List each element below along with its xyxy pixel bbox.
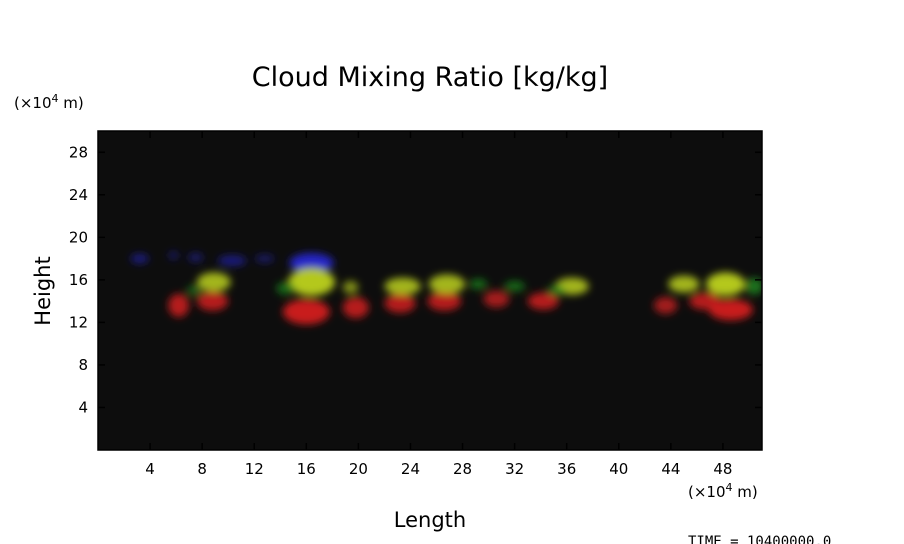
- cloud-feature-mid: [196, 272, 231, 292]
- cloud-feature-mid: [342, 280, 359, 294]
- x-tick-label: 28: [453, 460, 472, 478]
- cloud-feature-high: [130, 253, 149, 264]
- chart-title: Cloud Mixing Ratio [kg/kg]: [252, 62, 608, 93]
- cloud-feature-low: [196, 291, 229, 311]
- x-tick-label: 12: [245, 460, 264, 478]
- cloud-field: [130, 251, 762, 325]
- cloud-feature-high: [217, 255, 247, 267]
- y-axis-unit-prefix: (×10: [14, 94, 52, 112]
- cloud-feature-low: [384, 293, 416, 313]
- cloud-feature-low: [708, 299, 753, 321]
- cloud-feature-edge: [547, 285, 566, 296]
- y-axis-unit-exponent: 4: [52, 92, 59, 105]
- plot-frame: [97, 130, 763, 451]
- cloud-feature-high: [168, 251, 179, 260]
- y-tick-label: 4: [78, 398, 88, 416]
- cloud-feature-edge: [469, 278, 488, 290]
- cloud-feature-mid: [706, 272, 746, 296]
- x-tick-label: 16: [297, 460, 316, 478]
- cloud-feature-low: [483, 290, 510, 308]
- time-label: TIME = 10400000.0: [688, 534, 831, 544]
- x-tick-label: 4: [145, 460, 155, 478]
- cloud-feature-edge: [186, 285, 203, 296]
- cloud-feature-high: [187, 253, 204, 262]
- y-tick-label: 20: [69, 228, 88, 246]
- x-axis-label: Length: [394, 508, 466, 532]
- x-tick-label: 44: [661, 460, 680, 478]
- x-tick-label: 8: [197, 460, 207, 478]
- cloud-feature-low: [168, 293, 190, 318]
- cloud-feature-low: [427, 291, 462, 311]
- cloud-feature-edge: [276, 281, 295, 295]
- x-tick-label: 48: [713, 460, 732, 478]
- cloud-feature-mid: [384, 277, 421, 295]
- y-tick-label: 24: [69, 186, 88, 204]
- y-tick-label: 28: [69, 143, 88, 161]
- cloud-feature-edge: [745, 277, 762, 295]
- x-axis-ticks: 4 8 12 16 20 24 28 32 36 40 44 48: [145, 131, 732, 478]
- y-axis-unit-label: (×104 m): [14, 92, 84, 112]
- y-tick-label: 12: [69, 313, 88, 331]
- cloud-feature-edge: [504, 280, 526, 292]
- x-tick-label: 32: [505, 460, 524, 478]
- y-axis-ticks: 4 8 12 16 20 24 28: [69, 143, 762, 416]
- x-tick-label: 36: [557, 460, 576, 478]
- cloud-feature-high: [289, 253, 334, 273]
- x-axis-unit-label: (×104 m): [688, 481, 758, 501]
- y-axis-unit-suffix: m): [59, 94, 84, 112]
- x-axis-unit-suffix: m): [733, 483, 758, 501]
- x-tick-label: 40: [609, 460, 628, 478]
- x-axis-unit-exponent: 4: [726, 481, 733, 494]
- x-tick-label: 20: [349, 460, 368, 478]
- cloud-feature-mid: [668, 275, 700, 293]
- cloud-feature-mid: [428, 274, 466, 294]
- y-tick-label: 8: [78, 356, 88, 374]
- cloud-feature-high: [254, 254, 275, 263]
- cloud-feature-low: [527, 292, 559, 310]
- x-tick-label: 24: [401, 460, 420, 478]
- cloud-feature-mid: [288, 268, 335, 296]
- x-axis-unit-prefix: (×10: [688, 483, 726, 501]
- y-tick-label: 16: [69, 271, 88, 289]
- cloud-feature-low: [653, 296, 678, 314]
- cloud-feature-low: [342, 296, 369, 319]
- cloud-feature-low: [282, 299, 330, 325]
- y-axis-label: Height: [31, 256, 55, 325]
